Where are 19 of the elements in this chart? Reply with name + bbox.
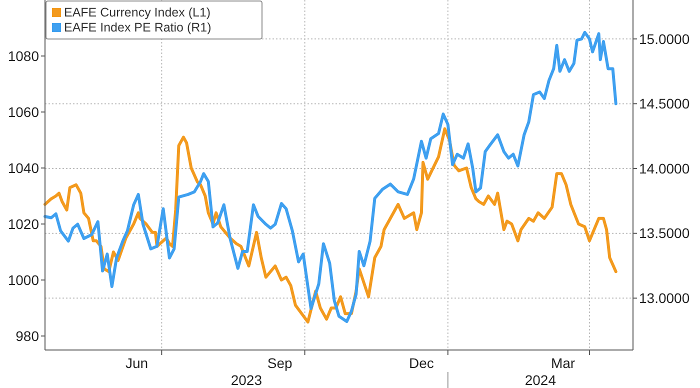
x-tick-label: Dec [408, 355, 434, 371]
text: 2023 [230, 372, 262, 388]
y-tick-label: 1000 [8, 272, 40, 288]
text: 2024 [524, 372, 556, 388]
y2-tick-label: 13.0000 [639, 290, 690, 306]
y-tick-label: 1080 [8, 48, 40, 64]
y-tick-label: 1020 [8, 216, 40, 232]
x-tick-label: Sep [267, 355, 293, 371]
y2-tick-label: 14.0000 [639, 160, 690, 176]
y-tick-label: 980 [16, 328, 40, 344]
legend-label: EAFE Currency Index (L1) [64, 6, 211, 20]
x-tick-label: Jun [125, 355, 148, 371]
legend-label: EAFE Index PE Ratio (R1) [64, 20, 212, 34]
y2-tick-label: 14.5000 [639, 96, 690, 112]
x-tick-label: Mar [550, 355, 576, 371]
y-tick-label: 1040 [8, 160, 40, 176]
y2-tick-label: 13.5000 [639, 225, 690, 242]
y-tick-label: 1060 [8, 104, 40, 120]
y2-tick-label: 15.0000 [639, 30, 690, 47]
